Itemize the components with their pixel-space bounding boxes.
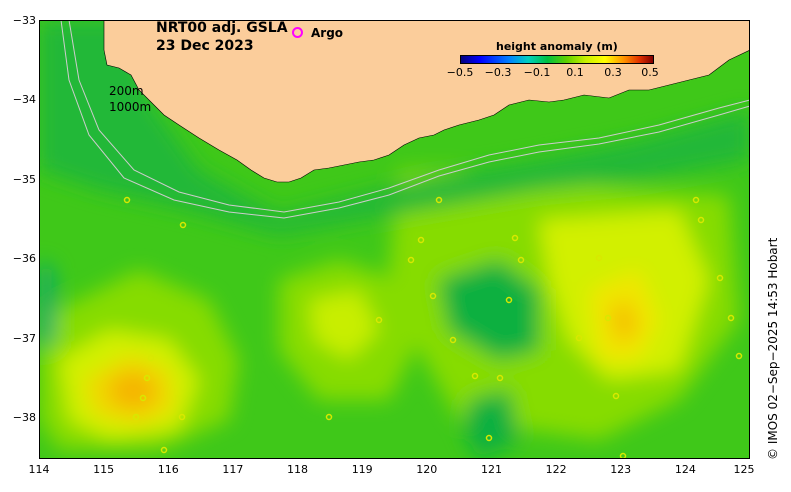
- map-date: 23 Dec 2023: [156, 38, 254, 54]
- imos-credit: © IMOS 02−Sep−2025 14:53 Hobart: [766, 237, 780, 460]
- colorbar-tick: 0.1: [566, 66, 584, 79]
- contour-label-200m: 200m: [109, 84, 144, 98]
- argo-float[interactable]: [697, 216, 705, 224]
- y-tick-33: −33: [12, 14, 36, 27]
- x-tick-120: 120: [416, 463, 438, 476]
- anomaly-zone-low-center: [439, 260, 539, 360]
- argo-float[interactable]: [727, 314, 735, 322]
- x-tick-116: 116: [157, 463, 179, 476]
- colorbar-title: height anomaly (m): [496, 40, 618, 53]
- argo-float[interactable]: [429, 292, 437, 300]
- y-tick-38: −38: [12, 411, 36, 424]
- argo-float[interactable]: [407, 256, 415, 264]
- colorbar-tick: 0.5: [641, 66, 659, 79]
- colorbar-tick: −0.5: [446, 66, 474, 79]
- argo-float[interactable]: [143, 374, 151, 382]
- argo-marker-icon: [292, 27, 303, 38]
- y-tick-34: −34: [12, 93, 36, 106]
- argo-float[interactable]: [716, 274, 724, 282]
- argo-float[interactable]: [435, 196, 443, 204]
- argo-float[interactable]: [692, 196, 700, 204]
- colorbar-tick: −0.1: [523, 66, 551, 79]
- map-svg: [39, 20, 750, 459]
- colorbar-tick: 0.3: [604, 66, 622, 79]
- argo-float[interactable]: [735, 352, 743, 360]
- y-tick-37: −37: [12, 332, 36, 345]
- map-area[interactable]: [39, 20, 750, 459]
- x-tick-115: 115: [93, 463, 115, 476]
- argo-float[interactable]: [123, 196, 131, 204]
- colorbar: [460, 55, 654, 64]
- argo-float[interactable]: [471, 372, 479, 380]
- anomaly-zone-orange-east: [609, 300, 639, 345]
- argo-float[interactable]: [147, 354, 155, 362]
- colorbar-tick: −0.3: [484, 66, 512, 79]
- x-tick-118: 118: [287, 463, 308, 476]
- contour-1000m: [60, 20, 750, 219]
- argo-float[interactable]: [604, 314, 612, 322]
- x-tick-121: 121: [481, 463, 502, 476]
- argo-float[interactable]: [485, 434, 493, 442]
- argo-float[interactable]: [179, 221, 187, 229]
- x-tick-122: 122: [545, 463, 567, 476]
- anomaly-zone-yellowgreen-center: [309, 290, 379, 360]
- anomaly-zone-shelf: [39, 20, 750, 235]
- argo-float[interactable]: [496, 374, 504, 382]
- x-tick-123: 123: [610, 463, 632, 476]
- argo-float[interactable]: [160, 446, 168, 454]
- x-tick-114: 114: [28, 463, 50, 476]
- argo-legend: Argo: [292, 26, 343, 40]
- contour-label-1000m: 1000m: [109, 100, 152, 114]
- x-tick-117: 117: [222, 463, 244, 476]
- argo-float[interactable]: [325, 413, 333, 421]
- argo-float[interactable]: [612, 392, 620, 400]
- anomaly-zone-low-west: [39, 260, 54, 350]
- map-border: [39, 20, 750, 459]
- argo-float[interactable]: [178, 413, 186, 421]
- argo-float[interactable]: [575, 334, 583, 342]
- map-title: NRT00 adj. GSLA: [156, 20, 288, 36]
- argo-float[interactable]: [139, 394, 147, 402]
- argo-float[interactable]: [511, 234, 519, 242]
- argo-legend-label: Argo: [311, 26, 344, 40]
- y-tick-36: −36: [12, 252, 36, 265]
- x-tick-125: 125: [733, 463, 755, 476]
- contour-200m: [68, 20, 750, 213]
- x-tick-119: 119: [351, 463, 373, 476]
- x-tick-124: 124: [674, 463, 696, 476]
- argo-float[interactable]: [505, 296, 513, 304]
- argo-float[interactable]: [132, 413, 140, 421]
- argo-float[interactable]: [517, 256, 525, 264]
- argo-float[interactable]: [449, 336, 457, 344]
- anomaly-zone-low-south: [464, 390, 519, 459]
- y-tick-35: −35: [12, 173, 36, 186]
- argo-floats: [123, 196, 743, 459]
- argo-float[interactable]: [417, 236, 425, 244]
- argo-float[interactable]: [595, 254, 603, 262]
- argo-float[interactable]: [375, 316, 383, 324]
